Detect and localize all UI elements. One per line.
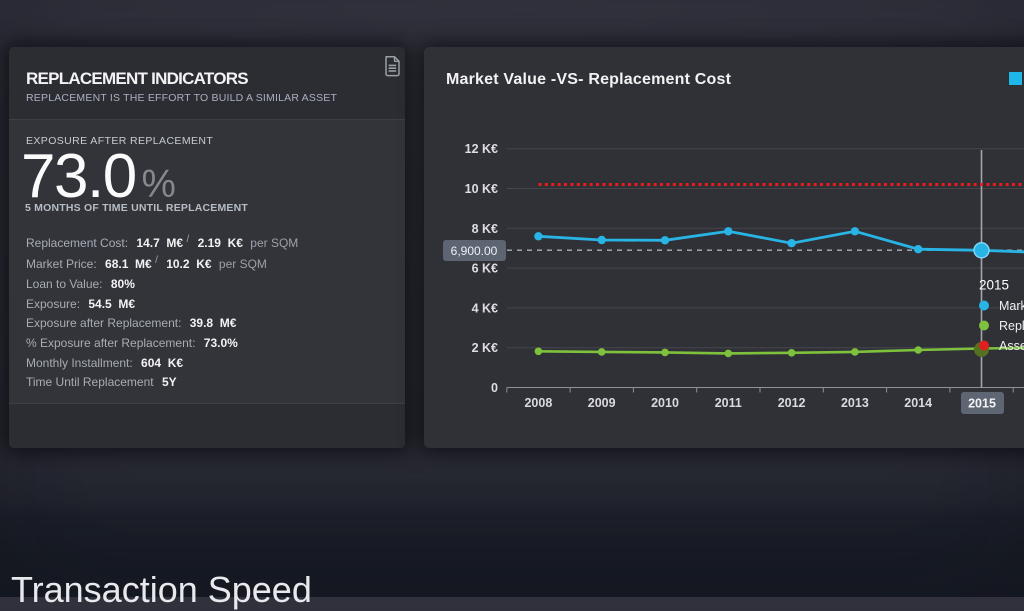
svg-text:0: 0: [491, 381, 498, 395]
svg-text:2009: 2009: [588, 396, 616, 410]
svg-text:12 K€: 12 K€: [465, 142, 498, 156]
svg-text:6 K€: 6 K€: [472, 262, 498, 276]
svg-text:10 K€: 10 K€: [465, 182, 498, 196]
svg-text:2011: 2011: [715, 396, 742, 410]
svg-text:2013: 2013: [841, 396, 869, 410]
svg-text:Assessed Price: Assessed Price: [999, 339, 1024, 353]
svg-text:2014: 2014: [904, 396, 932, 410]
svg-text:2012: 2012: [778, 396, 806, 410]
svg-text:4 K€: 4 K€: [472, 301, 498, 315]
svg-text:Market Value: Market Value: [999, 299, 1024, 313]
svg-text:2010: 2010: [651, 396, 679, 410]
svg-text:2008: 2008: [524, 396, 552, 410]
svg-text:6,900.00: 6,900.00: [451, 244, 498, 258]
svg-text:2015: 2015: [968, 397, 996, 411]
svg-text:2 K€: 2 K€: [472, 341, 498, 355]
svg-text:2015: 2015: [979, 278, 1009, 293]
svg-text:Replacement Cost: Replacement Cost: [999, 319, 1024, 333]
svg-text:8 K€: 8 K€: [472, 222, 498, 236]
